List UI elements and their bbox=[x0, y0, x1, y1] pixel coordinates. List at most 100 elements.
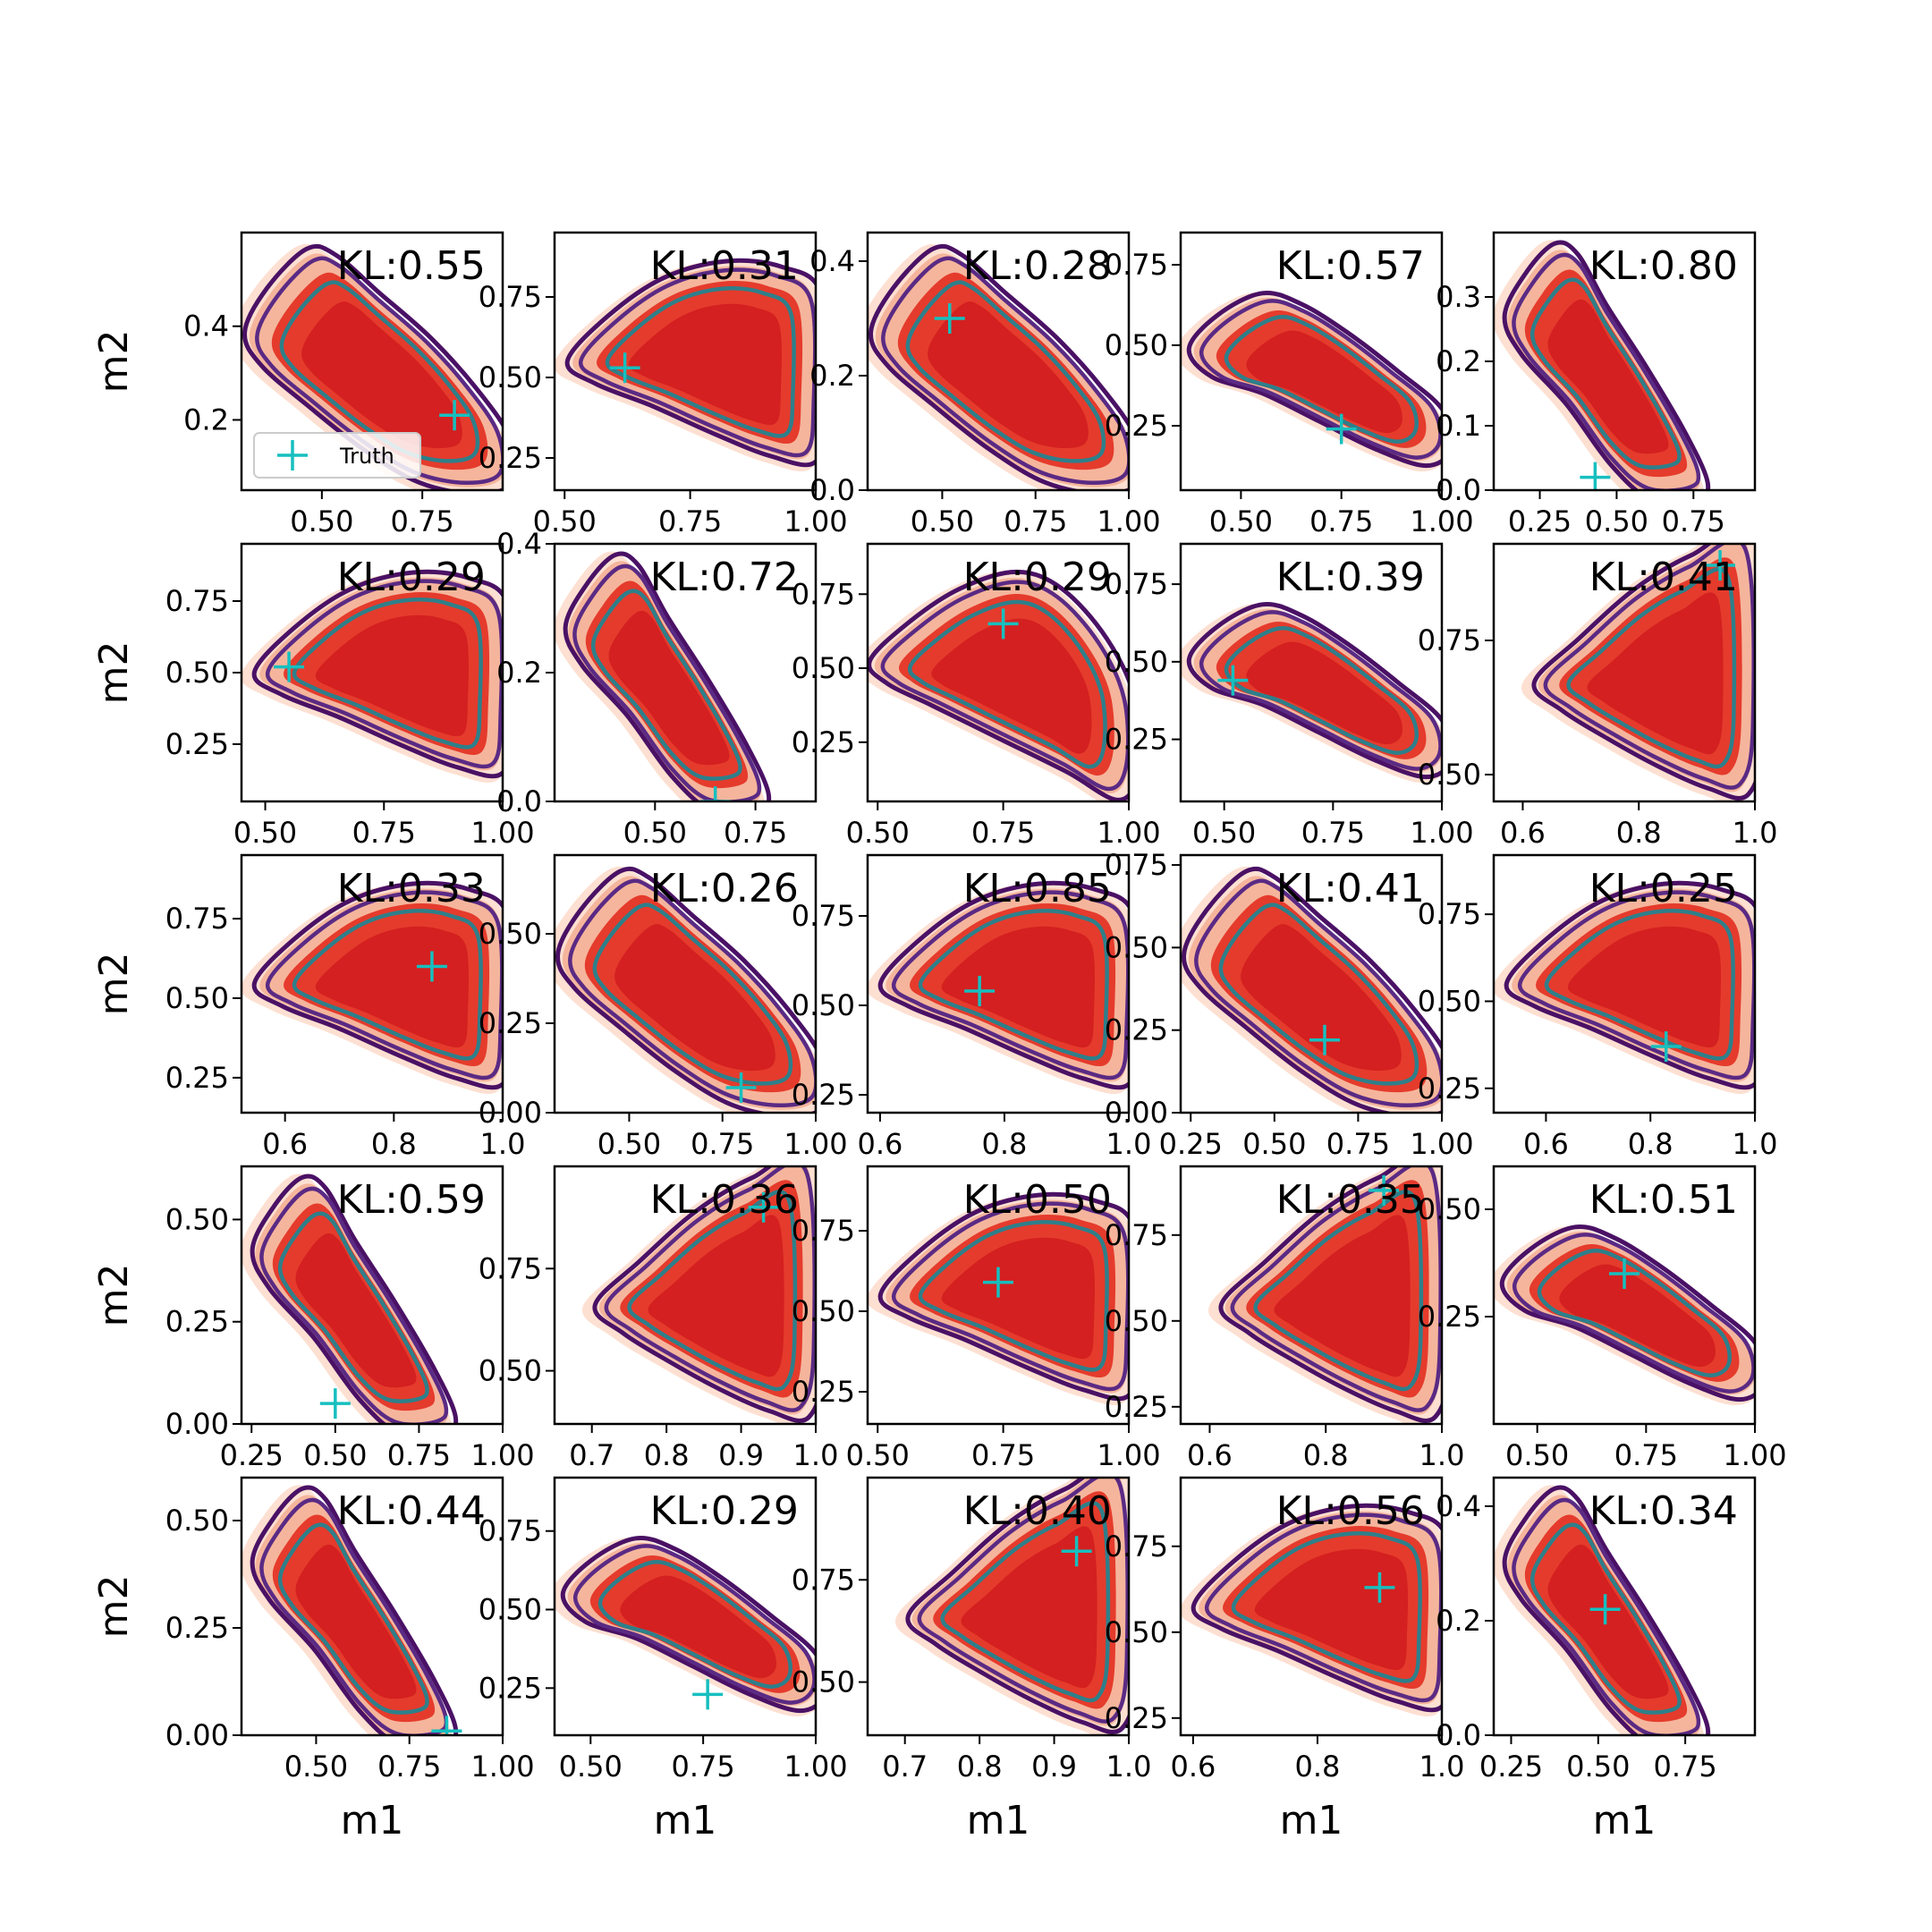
x-tick-label: 1.00 bbox=[1410, 1127, 1473, 1161]
axes-frame bbox=[240, 1476, 504, 1737]
truth-marker bbox=[964, 976, 996, 1006]
y-tick-label: 0.25 bbox=[1418, 1072, 1481, 1106]
panel-15-density bbox=[242, 1174, 459, 1424]
density-fill-3 bbox=[1241, 924, 1402, 1072]
kl-label: KL:0.72 bbox=[650, 555, 799, 600]
x-tick-label: 1.00 bbox=[784, 504, 847, 538]
contour-line-2 bbox=[918, 1220, 1109, 1372]
panel-24: KL:0.34 0.25 0.50 0.75 0.0 0.2 0.4 m1 bbox=[1436, 1476, 1757, 1843]
x-tick-label: 0.75 bbox=[971, 1438, 1035, 1472]
contour-line-0 bbox=[1191, 1503, 1442, 1713]
contour-line-0 bbox=[1531, 544, 1755, 801]
y-tick-label: 0.50 bbox=[165, 656, 229, 690]
y-tick-label: 0.75 bbox=[1105, 567, 1168, 601]
contour-line-0 bbox=[242, 243, 503, 490]
axes-frame bbox=[553, 853, 818, 1114]
y-axis-label: m2 bbox=[91, 330, 137, 394]
truth-marker bbox=[725, 1072, 757, 1103]
x-tick-label: 0.75 bbox=[1326, 1127, 1390, 1161]
x-tick-label: 1.00 bbox=[1723, 1438, 1786, 1472]
density-fill-3 bbox=[614, 924, 775, 1072]
y-tick-label: 0.25 bbox=[165, 1611, 229, 1645]
y-tick-label: 0.50 bbox=[165, 1504, 229, 1538]
density-fill-3 bbox=[1547, 1544, 1669, 1699]
x-tick-label: 0.8 bbox=[1303, 1438, 1349, 1472]
contour-line-0 bbox=[1502, 1485, 1711, 1735]
axes-frame bbox=[553, 231, 818, 492]
panel-11-density bbox=[555, 866, 816, 1113]
panel-24-density bbox=[1494, 1485, 1711, 1735]
x-tick-label: 0.50 bbox=[1585, 504, 1648, 538]
panel-0-density bbox=[242, 243, 503, 490]
x-tick-label: 1.0 bbox=[1106, 1750, 1152, 1784]
x-tick-label: 0.50 bbox=[1566, 1750, 1630, 1784]
x-tick-label: 0.8 bbox=[1628, 1127, 1674, 1161]
y-tick-label: 0.75 bbox=[792, 1214, 855, 1248]
kl-label: KL:0.33 bbox=[337, 866, 486, 911]
y-tick-label: 0.25 bbox=[792, 1078, 855, 1112]
x-tick-label: 0.50 bbox=[233, 816, 297, 850]
contour-line-1 bbox=[892, 1201, 1129, 1392]
x-tick-label: 0.75 bbox=[1309, 504, 1373, 538]
kl-label: KL:0.56 bbox=[1276, 1488, 1425, 1534]
x-axis-label: m1 bbox=[341, 1798, 404, 1843]
x-tick-label: 0.9 bbox=[718, 1438, 764, 1472]
kl-label: KL:0.39 bbox=[1276, 555, 1425, 600]
truth-marker bbox=[1309, 1024, 1340, 1055]
contour-line-0 bbox=[250, 1485, 459, 1735]
x-tick-label: 0.7 bbox=[569, 1438, 614, 1472]
panel-13-density bbox=[1181, 866, 1442, 1113]
y-tick-label: 0.75 bbox=[165, 902, 229, 936]
x-tick-label: 1.00 bbox=[1097, 1438, 1160, 1472]
x-tick-label: 0.75 bbox=[1654, 1750, 1717, 1784]
y-tick-label: 0.25 bbox=[165, 1061, 229, 1095]
panel-19-density bbox=[1494, 1224, 1755, 1406]
density-fill-3 bbox=[301, 301, 462, 449]
panel-12: KL:0.85 0.6 0.8 1.0 0.25 0.50 0.75 bbox=[792, 853, 1151, 1161]
contour-line-2 bbox=[279, 280, 480, 463]
truth-marker bbox=[1609, 1258, 1640, 1289]
truth-marker bbox=[1650, 1031, 1682, 1063]
contour-line-0 bbox=[905, 1478, 1129, 1734]
x-tick-label: 0.6 bbox=[1187, 1438, 1233, 1472]
x-tick-label: 0.8 bbox=[1295, 1750, 1341, 1784]
y-tick-label: 0.2 bbox=[1436, 1604, 1481, 1638]
contour-line-2 bbox=[292, 597, 483, 750]
x-tick-label: 0.75 bbox=[1614, 1438, 1678, 1472]
density-fill-3 bbox=[1274, 1215, 1411, 1377]
x-tick-label: 0.6 bbox=[1523, 1127, 1569, 1161]
contour-line-2 bbox=[918, 909, 1109, 1061]
contour-line-0 bbox=[592, 1166, 816, 1423]
y-tick-label: 0.2 bbox=[496, 656, 542, 690]
truth-marker bbox=[1326, 413, 1357, 445]
truth-marker bbox=[439, 400, 470, 431]
y-tick-label: 0.50 bbox=[792, 1294, 855, 1328]
contour-line-1 bbox=[1194, 878, 1442, 1108]
x-tick-label: 0.50 bbox=[284, 1750, 348, 1784]
contour-line-0 bbox=[877, 1191, 1129, 1402]
contour-line-1 bbox=[1199, 610, 1442, 771]
y-tick-label: 0.50 bbox=[1105, 930, 1168, 964]
x-tick-label: 0.75 bbox=[387, 1438, 451, 1472]
contour-line-0 bbox=[1499, 1224, 1755, 1402]
density-fill-3 bbox=[961, 1526, 1097, 1689]
y-tick-label: 0.50 bbox=[479, 917, 542, 951]
panel-14-density bbox=[1494, 880, 1755, 1094]
contour-line-2 bbox=[1231, 1531, 1422, 1683]
x-tick-label: 1.00 bbox=[470, 1750, 534, 1784]
panel-8: KL:0.39 0.50 0.75 1.00 0.25 0.50 0.75 bbox=[1105, 542, 1474, 850]
panel-10: KL:0.33 0.6 0.8 1.0 0.25 0.50 0.75 m2 bbox=[91, 853, 525, 1161]
panel-1-density bbox=[555, 258, 816, 471]
truth-marker bbox=[692, 1679, 724, 1710]
y-tick-label: 0.0 bbox=[809, 473, 855, 507]
x-tick-label: 0.25 bbox=[1479, 1750, 1543, 1784]
density-fill-3 bbox=[1246, 641, 1402, 745]
density-fill-3 bbox=[295, 1233, 417, 1388]
y-tick-label: 0.50 bbox=[165, 981, 229, 1015]
contour-line-1 bbox=[1512, 1233, 1755, 1394]
panel-4-density bbox=[1494, 240, 1711, 490]
contour-line-0 bbox=[251, 880, 503, 1090]
truth-marker bbox=[431, 1716, 462, 1735]
x-tick-label: 0.6 bbox=[1500, 816, 1546, 850]
